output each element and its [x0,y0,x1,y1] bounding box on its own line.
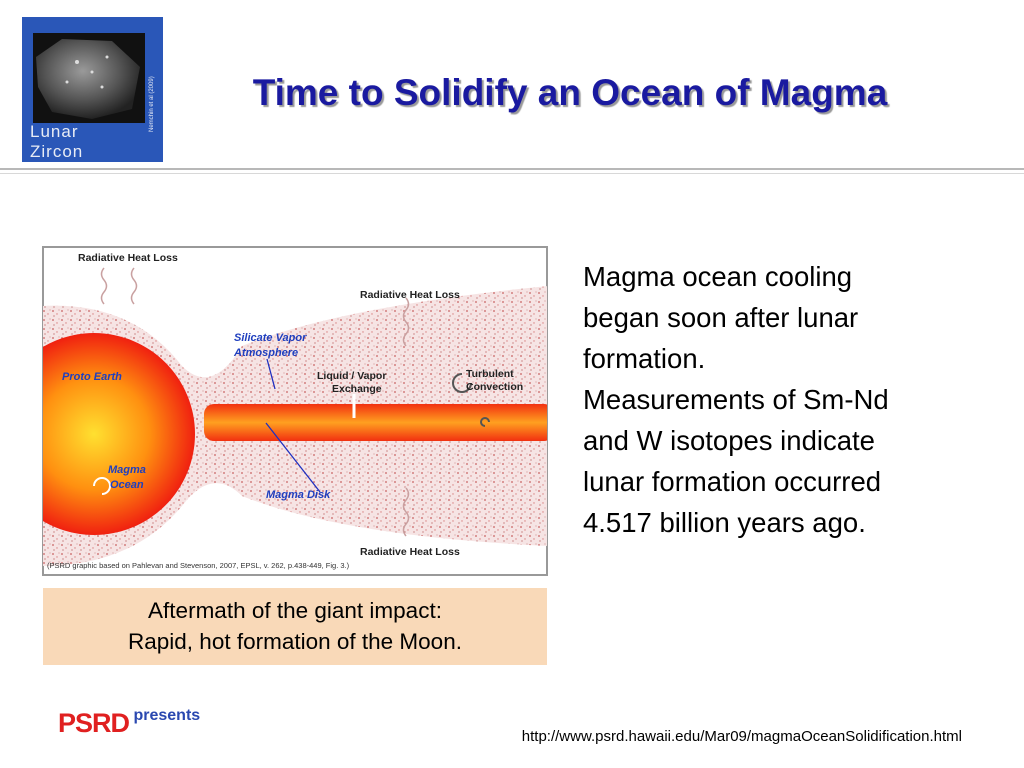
logo-line2: Zircon [30,142,83,161]
figure: Radiative Heat Loss Radiative Heat Loss … [42,246,548,576]
rule [0,168,1024,170]
body-line: 4.517 billion years ago. [583,507,866,538]
figure-source: (PSRD graphic based on Pahlevan and Stev… [47,561,350,570]
source-url: http://www.psrd.hawaii.edu/Mar09/magmaOc… [521,728,962,745]
body-line: Measurements of Sm-Nd [583,384,889,415]
slide-title: Time to Solidify an Ocean of Magma [252,72,888,113]
footer-logo: PSRD presents [58,707,201,739]
label: Radiative Heat Loss [78,252,178,264]
label: Radiative Heat Loss [360,546,460,558]
logo: Lunar Zircon Nemchin et al (2009) [22,17,163,162]
rule [0,173,1024,174]
label: Convection [466,381,523,393]
body-text: Magma ocean cooling began soon after luna… [583,256,889,543]
label: Turbulent [466,368,514,380]
logo-line1: Lunar [30,122,78,141]
label: Proto Earth [62,371,122,383]
label: Atmosphere [233,347,298,359]
label: Silicate Vapor [234,332,307,344]
logo-credit: Nemchin et al (2009) [149,76,155,132]
label: Radiative Heat Loss [360,289,460,301]
body-line: Magma ocean cooling [583,261,853,292]
label: Ocean [110,479,144,491]
body-line: formation. [583,343,706,374]
caption-line: Rapid, hot formation of the Moon. [128,629,462,654]
brand-presents: presents [133,707,201,724]
caption: Aftermath of the giant impact: Rapid, ho… [43,588,547,665]
body-line: and W isotopes indicate [583,425,875,456]
logo-art: Lunar Zircon Nemchin et al (2009) [30,33,155,161]
brand: PSRD [58,708,130,738]
body-line: began soon after lunar [583,302,859,333]
label: Liquid / Vapor [317,370,386,382]
label: Exchange [332,383,382,395]
body-line: lunar formation occurred [583,466,882,497]
caption-line: Aftermath of the giant impact: [148,598,442,623]
label: Magma [108,464,146,476]
label: Magma Disk [266,489,331,501]
